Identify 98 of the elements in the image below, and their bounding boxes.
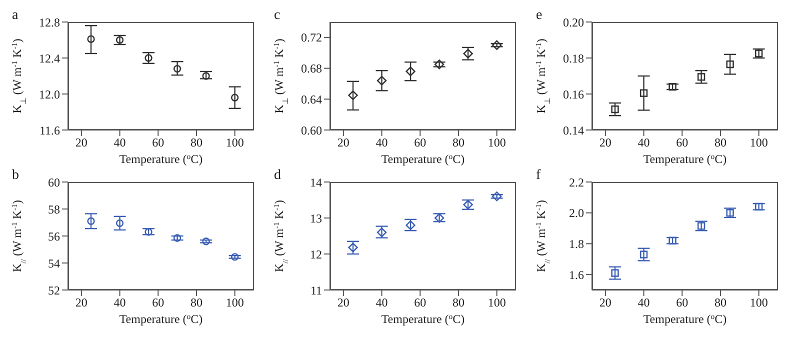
x-tick-label: 100 bbox=[750, 296, 768, 310]
x-tick-label: 100 bbox=[488, 136, 506, 150]
chart-title: d bbox=[274, 168, 281, 184]
y-tick-label: 12.8 bbox=[39, 15, 60, 30]
point bbox=[202, 72, 210, 80]
y-tick-label: 0.16 bbox=[563, 87, 584, 102]
y-tick-label: 1.8 bbox=[569, 236, 584, 251]
x-tick-label: 40 bbox=[638, 296, 650, 310]
chart-title: f bbox=[536, 168, 541, 184]
point bbox=[726, 60, 734, 68]
y-tick-label: 54 bbox=[48, 256, 60, 270]
x-tick-label: 100 bbox=[488, 296, 506, 310]
x-axis-title: Temperature ($^{o}$C) bbox=[381, 152, 465, 166]
chart-title: c bbox=[274, 8, 280, 24]
point bbox=[697, 73, 706, 81]
x-tick-label: 80 bbox=[452, 136, 464, 150]
point bbox=[640, 89, 648, 97]
y-tick-label: 56 bbox=[48, 229, 60, 244]
point bbox=[202, 238, 210, 246]
x-tick-label: 100 bbox=[226, 136, 244, 150]
y-tick-label: 12.0 bbox=[39, 87, 60, 102]
point bbox=[697, 222, 706, 230]
point bbox=[230, 253, 239, 261]
point bbox=[754, 50, 763, 58]
x-tick-label: 20 bbox=[337, 136, 350, 150]
point bbox=[434, 60, 444, 70]
x-axis-title: Temperature ($^{o}$C) bbox=[119, 152, 203, 166]
x-tick-label: 100 bbox=[750, 136, 768, 150]
point bbox=[87, 35, 95, 43]
x-tick-label: 40 bbox=[114, 136, 126, 150]
x-tick-label: 60 bbox=[414, 136, 426, 150]
y-tick-label: 58 bbox=[48, 202, 60, 216]
point bbox=[144, 228, 152, 236]
x-axis-title: Temperature ($^{o}$C) bbox=[643, 152, 727, 166]
y-tick-label: 2.2 bbox=[569, 175, 584, 190]
point bbox=[611, 105, 619, 114]
chart-title: e bbox=[536, 8, 542, 24]
y-tick-label: 52 bbox=[48, 283, 60, 298]
point bbox=[144, 54, 152, 62]
y-tick-label: 0.60 bbox=[301, 123, 322, 138]
x-axis-title: Temperature ($^{o}$C) bbox=[643, 312, 727, 326]
y-tick-label: 13 bbox=[310, 211, 322, 226]
y-tick-label: 0.64 bbox=[301, 92, 322, 106]
x-tick-label: 60 bbox=[152, 296, 164, 310]
point bbox=[230, 94, 239, 102]
chart-title: b bbox=[12, 168, 19, 184]
x-tick-label: 20 bbox=[599, 136, 612, 150]
point bbox=[492, 40, 502, 50]
y-tick-label: 2.0 bbox=[569, 206, 584, 220]
y-tick-label: 0.72 bbox=[301, 30, 322, 45]
y-tick-label: 14 bbox=[310, 175, 322, 190]
point bbox=[87, 217, 95, 225]
x-tick-label: 60 bbox=[676, 136, 688, 150]
point bbox=[116, 36, 124, 44]
x-tick-label: 80 bbox=[190, 296, 202, 310]
x-tick-label: 40 bbox=[376, 136, 388, 150]
y-tick-label: 12.4 bbox=[39, 51, 60, 66]
x-tick-label: 80 bbox=[190, 136, 202, 150]
point bbox=[668, 82, 676, 91]
x-tick-label: 60 bbox=[152, 136, 164, 150]
y-tick-label: 0.18 bbox=[563, 51, 584, 66]
chart-title: a bbox=[12, 8, 18, 24]
point bbox=[611, 269, 619, 277]
x-tick-label: 20 bbox=[75, 296, 88, 310]
x-tick-label: 40 bbox=[638, 136, 650, 150]
y-tick-label: 11 bbox=[310, 283, 322, 298]
x-tick-label: 60 bbox=[676, 296, 688, 310]
x-tick-label: 20 bbox=[337, 296, 350, 310]
x-axis-title: Temperature ($^{o}$C) bbox=[381, 312, 465, 326]
x-tick-label: 40 bbox=[114, 296, 126, 310]
x-tick-label: 20 bbox=[75, 136, 88, 150]
y-tick-label: 11.6 bbox=[39, 123, 60, 138]
x-tick-label: 40 bbox=[376, 296, 388, 310]
x-tick-label: 60 bbox=[414, 296, 426, 310]
y-tick-label: 60 bbox=[48, 175, 60, 190]
x-tick-label: 80 bbox=[452, 296, 464, 310]
y-tick-label: 0.14 bbox=[563, 123, 584, 138]
point bbox=[348, 90, 358, 100]
point bbox=[348, 242, 358, 252]
point bbox=[640, 250, 648, 258]
point bbox=[668, 236, 676, 244]
point bbox=[173, 64, 182, 73]
point bbox=[116, 219, 124, 228]
point bbox=[726, 209, 734, 217]
point bbox=[406, 66, 416, 76]
x-tick-label: 20 bbox=[599, 296, 612, 310]
x-tick-label: 100 bbox=[226, 296, 244, 310]
point bbox=[754, 202, 763, 211]
y-tick-label: 0.68 bbox=[301, 62, 322, 76]
point bbox=[376, 76, 387, 86]
point bbox=[173, 234, 182, 242]
point bbox=[492, 192, 502, 202]
y-tick-label: 12 bbox=[310, 247, 322, 262]
y-tick-label: 0.20 bbox=[563, 15, 584, 30]
y-tick-label: 1.6 bbox=[569, 268, 584, 282]
x-tick-label: 80 bbox=[714, 296, 726, 310]
x-tick-label: 80 bbox=[714, 136, 726, 150]
x-axis-title: Temperature ($^{o}$C) bbox=[119, 312, 203, 326]
